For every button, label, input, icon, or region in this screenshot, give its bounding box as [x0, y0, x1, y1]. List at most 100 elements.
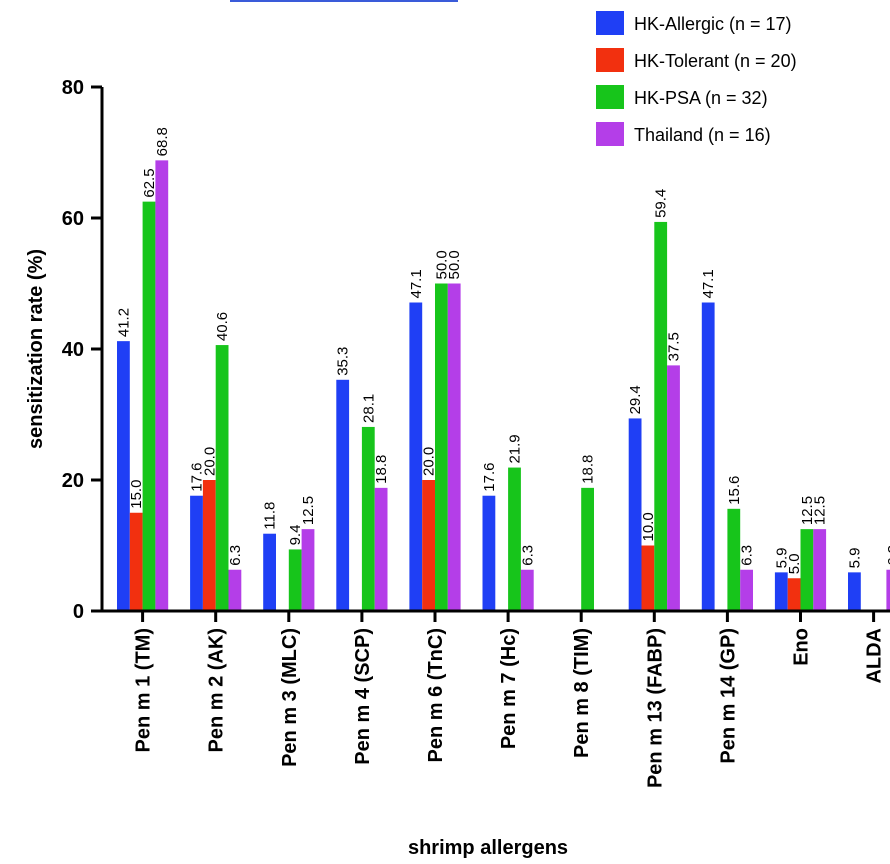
data-label-pen-m-4-scp-hk-psa: 28.1: [360, 394, 377, 423]
data-label-pen-m-4-scp-hk-allergic: 35.3: [335, 347, 352, 376]
data-label-pen-m-14-gp-hk-psa: 15.6: [726, 476, 743, 505]
x-tick-label-eno: Eno: [791, 628, 813, 666]
bars-group: [117, 160, 890, 612]
bar-pen-m-3-mlc-hk-allergic: [263, 533, 276, 611]
data-label-pen-m-13-fabp-hk-allergic: 29.4: [627, 385, 644, 414]
bar-eno-hk-psa: [800, 529, 814, 612]
data-label-alda-hk-allergic: 5.9: [846, 548, 863, 569]
data-labels-group: 41.215.062.568.817.620.040.66.311.89.412…: [115, 127, 890, 574]
legend: HK-Allergic (n = 17) HK-Tolerant (n = 20…: [596, 11, 797, 146]
bar-pen-m-4-scp-hk-psa: [361, 426, 375, 611]
x-tick-label-pen-m-2-ak: Pen m 2 (AK): [206, 628, 228, 752]
x-tick-label-pen-m-7-hc: Pen m 7 (Hc): [498, 628, 520, 749]
data-label-pen-m-2-ak-hk-allergic: 17.6: [189, 463, 206, 492]
legend-label-hk-psa: HK-PSA (n = 32): [634, 88, 768, 108]
data-label-eno-hk-psa: 12.5: [799, 496, 816, 525]
data-label-pen-m-3-mlc-hk-psa: 9.4: [287, 525, 304, 546]
x-tick-label-pen-m-13-fabp: Pen m 13 (FABP): [644, 628, 666, 788]
data-label-eno-hk-allergic: 5.9: [773, 548, 790, 569]
bar-pen-m-6-tnc-hk-allergic: [409, 302, 423, 611]
x-tick-label-pen-m-4-scp: Pen m 4 (SCP): [352, 628, 374, 765]
y-axis-title: sensitization rate (%): [25, 249, 47, 449]
data-label-pen-m-6-tnc-hk-allergic: 47.1: [408, 269, 425, 298]
data-label-pen-m-4-scp-thailand: 18.8: [373, 455, 390, 484]
data-label-pen-m-1-tm-hk-allergic: 41.2: [115, 308, 132, 337]
bar-pen-m-4-scp-hk-allergic: [336, 379, 350, 611]
bar-pen-m-2-ak-hk-psa: [215, 345, 229, 611]
data-label-pen-m-14-gp-hk-allergic: 47.1: [700, 269, 717, 298]
data-label-pen-m-8-tim-hk-psa: 18.8: [580, 455, 597, 484]
x-tick-label-pen-m-3-mlc: Pen m 3 (MLC): [279, 628, 301, 767]
bar-pen-m-4-scp-thailand: [374, 487, 388, 611]
data-label-pen-m-6-tnc-hk-tolerant: 20.0: [421, 447, 438, 476]
bar-pen-m-6-tnc-hk-psa: [435, 283, 448, 611]
bar-pen-m-1-tm-thailand: [155, 160, 169, 612]
data-label-pen-m-2-ak-hk-tolerant: 20.0: [201, 447, 218, 476]
bar-pen-m-8-tim-hk-psa: [581, 487, 594, 611]
bar-pen-m-3-mlc-hk-psa: [288, 549, 302, 611]
legend-swatch-hk-tolerant: [596, 48, 624, 72]
data-label-alda-thailand: 6.3: [885, 545, 890, 566]
y-tick-label-80: 80: [62, 77, 84, 99]
data-label-pen-m-3-mlc-hk-allergic: 11.8: [262, 502, 279, 530]
legend-swatch-hk-allergic: [596, 11, 624, 35]
bar-pen-m-1-tm-hk-allergic: [117, 341, 130, 611]
x-ticks-group: Pen m 1 (TM) Pen m 2 (AK) Pen m 3 (MLC) Pen…: [133, 611, 886, 788]
x-axis-title: shrimp allergens: [408, 837, 568, 859]
data-label-eno-thailand: 12.5: [812, 496, 829, 525]
bar-pen-m-2-ak-thailand: [228, 569, 242, 611]
data-label-pen-m-13-fabp-hk-psa: 59.4: [653, 189, 670, 218]
bar-pen-m-13-fabp-thailand: [667, 365, 680, 612]
bar-pen-m-13-fabp-hk-psa: [654, 221, 668, 611]
data-label-pen-m-2-ak-thailand: 6.3: [227, 545, 244, 566]
x-tick-label-pen-m-14-gp: Pen m 14 (GP): [717, 628, 739, 764]
bar-alda-hk-allergic: [848, 572, 861, 611]
y-tick-label-40: 40: [62, 339, 84, 361]
bar-eno-thailand: [813, 529, 827, 612]
data-label-pen-m-2-ak-hk-psa: 40.6: [214, 312, 231, 341]
bar-pen-m-1-tm-hk-psa: [142, 201, 156, 612]
x-tick-label-pen-m-8-tim: Pen m 8 (TIM): [571, 628, 593, 758]
data-label-pen-m-1-tm-hk-tolerant: 15.0: [128, 480, 145, 509]
bar-pen-m-6-tnc-hk-tolerant: [422, 480, 435, 611]
y-ticks-group: 0 20 40 60 80: [62, 77, 102, 623]
y-tick-label-20: 20: [62, 470, 84, 492]
bar-pen-m-1-tm-hk-tolerant: [129, 512, 143, 611]
data-label-pen-m-1-tm-hk-psa: 62.5: [141, 168, 158, 197]
bar-pen-m-13-fabp-hk-tolerant: [641, 545, 655, 611]
bar-pen-m-7-hc-hk-allergic: [482, 495, 496, 611]
data-label-pen-m-1-tm-thailand: 68.8: [154, 127, 171, 156]
legend-swatch-hk-psa: [596, 85, 624, 109]
bar-pen-m-2-ak-hk-tolerant: [202, 480, 216, 611]
bar-pen-m-14-gp-hk-psa: [727, 508, 741, 611]
legend-swatch-thailand: [596, 122, 624, 146]
bar-alda-thailand: [886, 569, 890, 611]
data-label-pen-m-6-tnc-hk-psa: 50.0: [433, 250, 450, 279]
bar-pen-m-2-ak-hk-allergic: [190, 495, 203, 611]
bar-pen-m-6-tnc-thailand: [447, 283, 461, 611]
bar-pen-m-14-gp-thailand: [740, 569, 753, 611]
bar-pen-m-14-gp-hk-allergic: [701, 302, 715, 611]
data-label-pen-m-14-gp-thailand: 6.3: [739, 545, 756, 566]
bar-pen-m-13-fabp-hk-allergic: [628, 418, 642, 611]
data-label-pen-m-7-hc-hk-psa: 21.9: [507, 434, 524, 463]
bar-pen-m-7-hc-hk-psa: [508, 467, 521, 611]
x-tick-label-alda: ALDA: [864, 628, 886, 684]
y-tick-label-60: 60: [62, 208, 84, 230]
bar-pen-m-7-hc-thailand: [520, 569, 534, 611]
data-label-eno-hk-tolerant: 5.0: [786, 553, 803, 574]
bar-pen-m-3-mlc-thailand: [301, 529, 315, 612]
bar-eno-hk-tolerant: [787, 578, 801, 611]
data-label-pen-m-6-tnc-thailand: 50.0: [446, 250, 463, 279]
x-tick-label-pen-m-1-tm: Pen m 1 (TM): [133, 628, 155, 752]
data-label-pen-m-7-hc-hk-allergic: 17.6: [481, 463, 498, 492]
bar-eno-hk-allergic: [774, 572, 788, 611]
data-label-pen-m-7-hc-thailand: 6.3: [519, 545, 536, 566]
legend-label-thailand: Thailand (n = 16): [634, 125, 771, 145]
legend-label-hk-tolerant: HK-Tolerant (n = 20): [634, 51, 797, 71]
legend-label-hk-allergic: HK-Allergic (n = 17): [634, 14, 792, 34]
x-tick-label-pen-m-6-tnc: Pen m 6 (TnC): [425, 628, 447, 762]
data-label-pen-m-13-fabp-hk-tolerant: 10.0: [640, 512, 657, 541]
data-label-pen-m-13-fabp-thailand: 37.5: [666, 332, 683, 361]
